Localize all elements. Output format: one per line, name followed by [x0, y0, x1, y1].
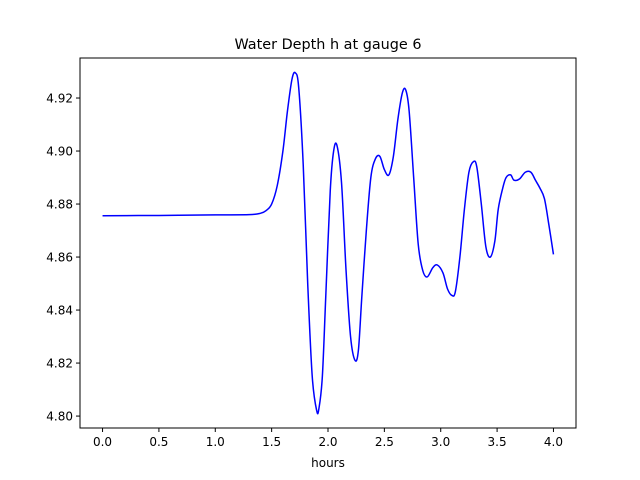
- x-axis-label: hours: [311, 456, 345, 470]
- x-tick-label: 3.0: [431, 435, 450, 449]
- y-tick-label: 4.90: [46, 145, 73, 159]
- y-tick-label: 4.92: [46, 92, 73, 106]
- x-tick-label: 1.0: [206, 435, 225, 449]
- y-tick-label: 4.88: [46, 198, 73, 212]
- x-tick-label: 0.0: [93, 435, 112, 449]
- y-tick-label: 4.82: [46, 357, 73, 371]
- y-axis-ticks: 4.80 4.82 4.84 4.86 4.88 4.90 4.92: [46, 92, 80, 424]
- x-tick-label: 3.5: [488, 435, 507, 449]
- y-tick-label: 4.80: [46, 410, 73, 424]
- x-tick-label: 2.0: [318, 435, 337, 449]
- x-tick-label: 0.5: [149, 435, 168, 449]
- series-line: [102, 71, 555, 415]
- x-tick-label: 2.5: [375, 435, 394, 449]
- chart-title: Water Depth h at gauge 6: [234, 37, 421, 53]
- y-tick-label: 4.86: [46, 251, 73, 265]
- series-layer: [102, 71, 555, 415]
- y-tick-label: 4.84: [46, 304, 73, 318]
- x-axis-ticks: 0.0 0.5 1.0 1.5 2.0 2.5 3.0 3.5 4.0: [93, 428, 563, 449]
- x-tick-label: 4.0: [544, 435, 563, 449]
- plot-frame: [79, 57, 577, 429]
- x-tick-label: 1.5: [262, 435, 281, 449]
